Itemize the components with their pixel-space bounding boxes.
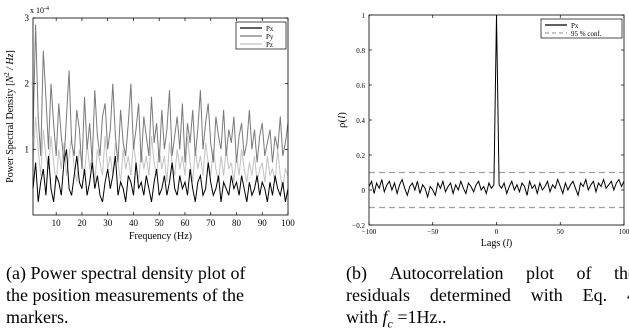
psd-xtick-label: 100 xyxy=(281,218,295,228)
psd-legend-label-py: Py xyxy=(266,33,274,41)
psd-xtick-label: 40 xyxy=(129,218,139,228)
acf-legend-label-conf: 95 % conf. xyxy=(571,30,602,38)
acf-ytick-label: 0.4 xyxy=(356,117,365,125)
psd-xtick-label: 30 xyxy=(103,218,113,228)
acf-ytick-label: 0 xyxy=(362,187,366,195)
caption-b-word: with xyxy=(530,285,563,305)
acf-x-label: Lags (l) xyxy=(481,238,512,249)
psd-y-multiplier: x 10-4 xyxy=(30,6,49,15)
psd-xtick-label: 80 xyxy=(232,218,242,228)
psd-axes-box xyxy=(32,17,289,216)
psd-ytick-label: 2 xyxy=(25,79,30,89)
caption-a-line-1: (a) Power spectral density plot of xyxy=(6,263,246,283)
acf-xtick-label: 100 xyxy=(619,228,629,236)
psd-line-px xyxy=(32,149,289,203)
acf-line-px xyxy=(368,14,625,199)
acf-ytick-label: 1 xyxy=(362,12,366,20)
psd-xtick-label: 90 xyxy=(258,218,268,228)
psd-ytick-label: 3 xyxy=(25,13,30,23)
psd-ytick-label: 1 xyxy=(25,144,30,154)
acf-ytick-label: 0.6 xyxy=(356,82,365,90)
acf-xtick-label: −100 xyxy=(362,228,377,236)
caption-a-line-2: the position measurements of the xyxy=(6,285,244,305)
caption-b: (b) Autocorrelation plot of the residual… xyxy=(346,262,629,335)
caption-b-word: the xyxy=(613,263,629,283)
psd-xtick-label: 50 xyxy=(155,218,165,228)
caption-b-word: Autocorrelation xyxy=(389,263,504,283)
caption-b-line-2: residuals determined with Eq. 4 xyxy=(346,284,629,306)
psd-xtick-label: 70 xyxy=(206,218,216,228)
psd-xtick-label: 60 xyxy=(180,218,190,228)
caption-b-word: residuals xyxy=(346,285,410,305)
acf-ytick-label: 0.8 xyxy=(356,47,365,55)
psd-xtick-label: 20 xyxy=(77,218,87,228)
caption-b-word: plot xyxy=(525,263,554,283)
psd-line-py xyxy=(32,24,289,170)
psd-xtick-label: 10 xyxy=(52,218,62,228)
caption-b-line-3: with fc =1Hz.. xyxy=(346,306,629,335)
acf-y-label: ρ(l) xyxy=(336,112,348,128)
caption-b-fc-symbol: f xyxy=(382,307,388,327)
psd-line-pz xyxy=(32,116,289,189)
acf-xtick-label: −50 xyxy=(427,228,438,236)
acf-xtick-label: 50 xyxy=(557,228,565,236)
psd-legend-label-px: Px xyxy=(266,25,274,33)
caption-a: (a) Power spectral density plot of the p… xyxy=(6,262,245,328)
acf-legend-label-px: Px xyxy=(571,22,579,30)
caption-b-word: (b) xyxy=(346,263,367,283)
psd-x-label: Frequency (Hz) xyxy=(129,231,192,242)
caption-b-word: 4 xyxy=(627,284,629,306)
psd-legend-label-pz: Pz xyxy=(266,41,273,49)
acf-ytick-label: −0.2 xyxy=(352,222,365,230)
acf-xtick-label: 0 xyxy=(495,228,499,236)
caption-b-prefix: with xyxy=(346,307,383,327)
caption-b-word: Eq. xyxy=(582,285,608,305)
psd-y-label: Power Spectral Density [N2 / Hz] xyxy=(3,50,16,183)
caption-a-line-3: markers. xyxy=(6,307,69,327)
caption-b-fc-subscript: c xyxy=(387,316,393,331)
acf-ytick-label: 0.2 xyxy=(356,152,365,160)
caption-b-word: of xyxy=(576,263,592,283)
caption-b-line-1: (b) Autocorrelation plot of the xyxy=(346,262,629,284)
caption-b-word: determined xyxy=(429,285,511,305)
caption-b-suffix: =1Hz.. xyxy=(392,307,447,327)
